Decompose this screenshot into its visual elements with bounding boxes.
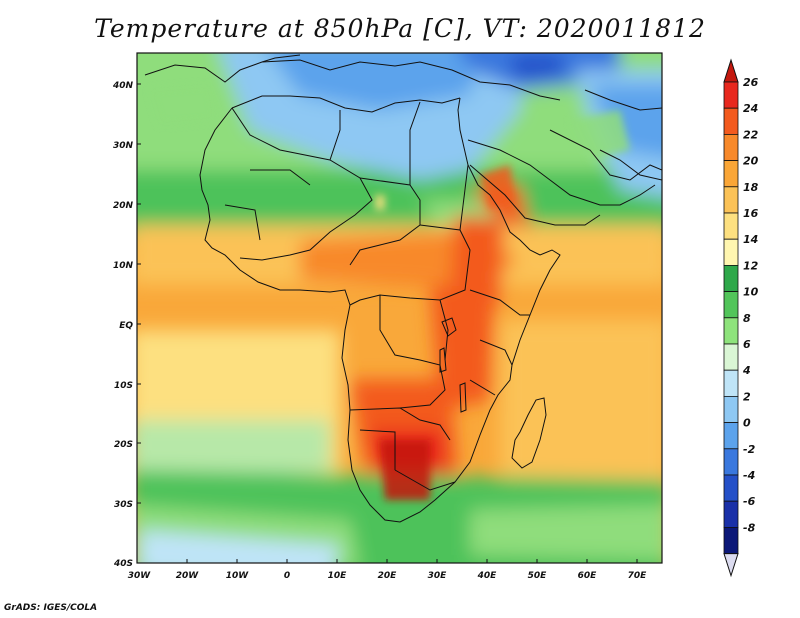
colorbar-label: 8 [743,312,751,325]
colorbar-top-arrow [723,58,739,83]
lon-label-20w: 20W [176,571,200,581]
colorbar-swatch [723,343,739,371]
lat-label-40n: 40N [112,81,134,91]
lon-label-60e: 60E [578,571,598,581]
colorbar-label: 18 [743,181,759,194]
colorbar-swatch [723,264,739,292]
lat-label-20s: 20S [114,440,133,450]
colorbar-swatch [723,448,739,476]
coastlines [144,54,662,523]
lat-label-10n: 10N [113,261,134,271]
grads-credit: GrADS: IGES/COLA [4,603,98,613]
colorbar-swatch [723,81,739,109]
colorbar-label: -6 [743,495,756,508]
colorbar-label: 2 [743,390,751,403]
colorbar-swatch [723,395,739,423]
colorbar-label: 0 [743,417,751,430]
colorbar-swatch [723,186,739,214]
colorbar-swatch [723,212,739,240]
axis-ticks [137,83,638,563]
colorbar-swatch [723,133,739,161]
colorbar-swatch [723,317,739,345]
colorbar-swatch [723,369,739,397]
colorbar-swatch [723,474,739,502]
lat-label-20n: 20N [113,201,134,211]
colorbar-label: -8 [743,521,756,534]
colorbar-label: -4 [743,469,755,482]
lat-label-10s: 10S [114,381,133,391]
colorbar-label: 14 [743,233,758,246]
lon-label-20e: 20E [378,571,398,581]
colorbar-label: -2 [743,443,756,456]
colorbar-swatch [723,422,739,450]
colorbar-label: 24 [743,102,758,115]
lon-label-50e: 50E [528,571,548,581]
colorbar-label: 26 [743,76,759,89]
lon-label-0: 0 [284,571,290,581]
lon-label-10e: 10E [328,571,348,581]
temperature-field [137,53,662,563]
colorbar-swatch [723,291,739,319]
colorbar-label: 22 [743,128,759,141]
colorbar-swatch [723,500,739,528]
colorbar-swatch [723,527,739,555]
colorbar-label: 10 [743,286,759,299]
colorbar-label: 12 [743,259,759,272]
lat-label-30s: 30S [114,500,133,510]
lon-label-30e: 30E [428,571,448,581]
colorbar-label: 4 [742,364,751,377]
lon-label-10w: 10W [226,571,250,581]
plot-frame [136,52,663,564]
lon-label-40e: 40E [477,571,498,581]
lon-label-30w: 30W [128,571,152,581]
colorbar-swatch [723,107,739,135]
colorbar-bottom-arrow [723,553,739,578]
lat-label-30n: 30N [113,141,134,151]
lon-label-70e: 70E [628,571,648,581]
colorbar-swatch [723,238,739,266]
figure-title: Temperature at 850hPa [C], VT: 202001181… [94,14,706,43]
colorbar-label: 6 [743,338,751,351]
colorbar-label: 16 [743,207,759,220]
lat-label-40s: 40S [113,559,133,569]
colorbar-swatch [723,160,739,188]
lat-label-eq: EQ [119,321,133,331]
colorbar-label: 20 [743,155,759,168]
